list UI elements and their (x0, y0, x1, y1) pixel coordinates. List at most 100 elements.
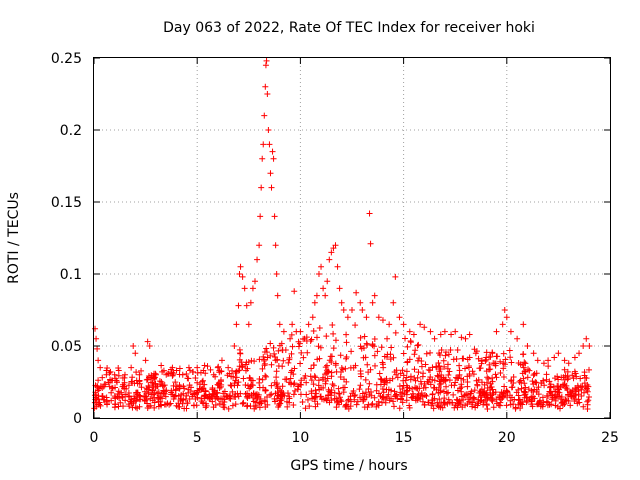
noise-point (268, 361, 275, 368)
noise-point (330, 345, 337, 352)
noise-point (555, 376, 562, 383)
data-point (371, 292, 378, 299)
noise-point (446, 377, 453, 384)
noise-point (190, 402, 197, 409)
noise-point (286, 356, 293, 363)
noise-point (577, 375, 584, 382)
noise-point (500, 350, 507, 357)
noise-point (380, 394, 387, 401)
data-point (466, 331, 473, 338)
noise-point (411, 374, 418, 381)
noise-point (117, 399, 124, 406)
noise-point (304, 349, 311, 356)
data-point (185, 364, 192, 371)
noise-point (291, 380, 298, 387)
noise-point (510, 401, 517, 408)
noise-point (452, 402, 459, 409)
data-point (530, 350, 537, 357)
noise-point (580, 389, 587, 396)
noise-point (450, 391, 457, 398)
data-point (586, 343, 593, 349)
noise-point (521, 388, 528, 395)
data-point (173, 367, 180, 374)
noise-point (315, 343, 322, 350)
y-axis-ticks: 0 0.05 0.1 0.15 0.2 0.25 (51, 51, 610, 427)
noise-point (585, 393, 592, 400)
data-point (369, 299, 376, 306)
noise-point (343, 401, 350, 408)
noise-point (390, 354, 397, 361)
noise-point (141, 393, 148, 400)
chart-title: Day 063 of 2022, Rate Of TEC Index for r… (163, 20, 535, 36)
noise-point (347, 393, 354, 400)
noise-point (372, 362, 379, 369)
data-point (431, 335, 438, 342)
noise-point (336, 394, 343, 401)
noise-point (336, 390, 343, 397)
data-point (159, 368, 166, 375)
noise-point (509, 384, 516, 391)
noise-point (312, 393, 319, 400)
noise-point (97, 383, 104, 390)
noise-point (506, 347, 513, 354)
noise-point (497, 370, 504, 377)
noise-point (109, 377, 116, 384)
data-point (427, 328, 434, 335)
noise-point (267, 392, 274, 399)
noise-point (138, 384, 145, 391)
noise-point (517, 377, 524, 384)
noise-point (521, 359, 528, 366)
data-point (392, 273, 399, 280)
noise-point (404, 359, 411, 366)
noise-point (429, 376, 436, 383)
noise-point (184, 399, 191, 406)
data-point (200, 367, 207, 374)
noise-point (271, 350, 278, 357)
noise-point (579, 383, 586, 390)
noise-point (422, 392, 429, 399)
data-point (524, 343, 531, 349)
noise-point (149, 397, 156, 404)
noise-point (316, 324, 323, 331)
data-point (214, 364, 221, 371)
noise-point (168, 387, 175, 394)
data-point (231, 343, 238, 349)
noise-point (379, 386, 386, 393)
noise-point (161, 390, 168, 397)
noise-point (221, 404, 228, 411)
data-point (452, 328, 459, 335)
noise-point (307, 337, 314, 344)
data-point (267, 170, 274, 177)
noise-point (202, 392, 209, 399)
noise-point (363, 340, 370, 347)
noise-point (216, 400, 223, 407)
noise-point (308, 395, 315, 402)
noise-point (445, 372, 452, 379)
data-point (551, 354, 558, 361)
noise-point (515, 386, 522, 393)
noise-point (352, 391, 359, 398)
noise-point (547, 388, 554, 395)
x-axis-label: GPS time / hours (290, 458, 407, 474)
noise-point (569, 372, 576, 379)
noise-point (298, 349, 305, 356)
noise-point (535, 384, 542, 391)
noise-point (322, 380, 329, 387)
noise-point (440, 374, 447, 381)
noise-point (564, 386, 571, 393)
noise-point (520, 351, 527, 358)
noise-point (213, 393, 220, 400)
noise-point (379, 359, 386, 366)
noise-point (411, 351, 418, 358)
noise-point (214, 394, 221, 401)
noise-point (308, 377, 315, 384)
data-point (545, 357, 552, 364)
data-point (386, 321, 393, 328)
y-tick-label: 0.05 (51, 339, 82, 355)
noise-point (441, 363, 448, 370)
noise-point (237, 350, 244, 357)
noise-point (192, 375, 199, 382)
noise-point (502, 356, 509, 363)
noise-point (156, 378, 163, 385)
noise-point (484, 405, 491, 412)
